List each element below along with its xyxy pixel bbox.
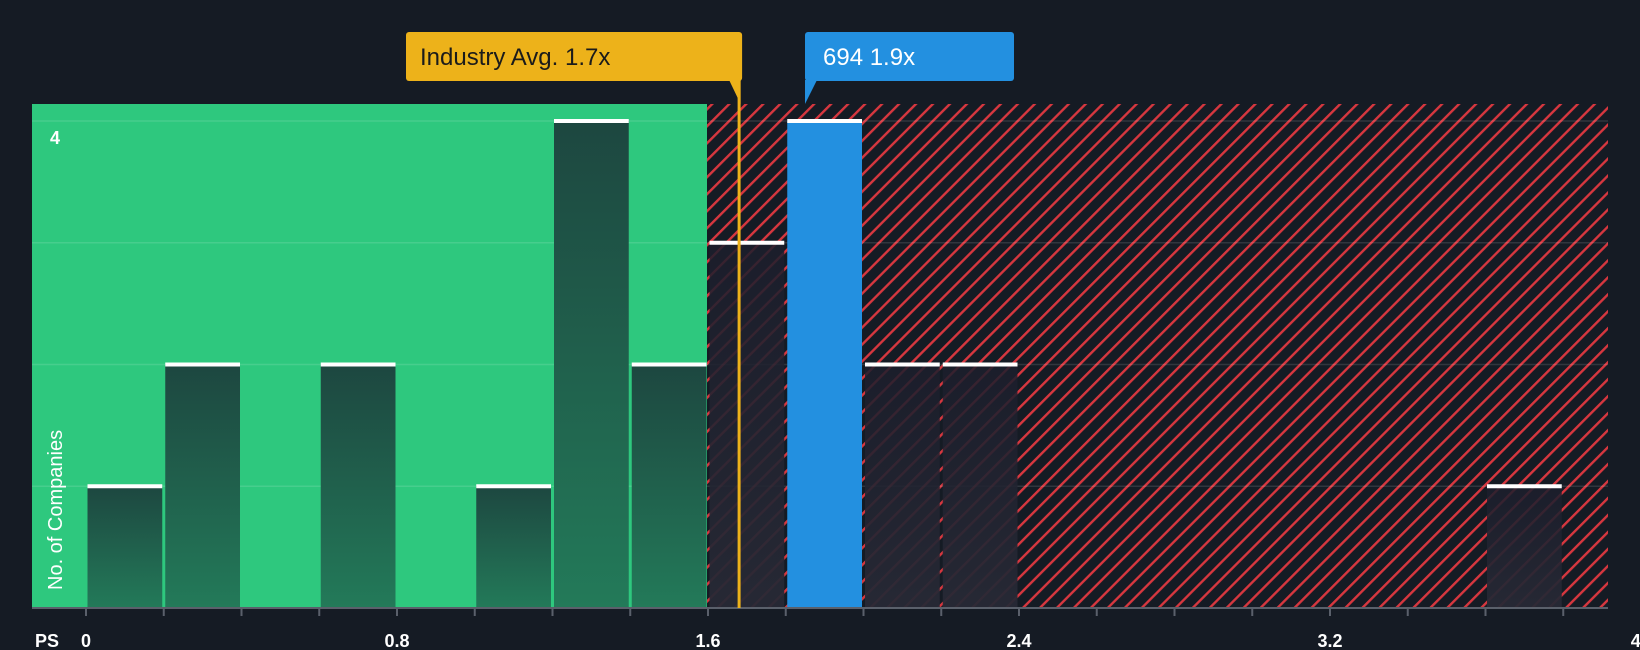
bar-cap bbox=[87, 484, 163, 489]
company-bar bbox=[787, 121, 862, 608]
x-tick-label: 0.8 bbox=[384, 631, 409, 650]
x-tick-label: 3.2 bbox=[1317, 631, 1342, 650]
histogram-bar bbox=[631, 364, 707, 608]
histogram-bar bbox=[865, 364, 940, 608]
x-tick-label: 4+ bbox=[1631, 631, 1640, 650]
bar-cap bbox=[942, 362, 1018, 367]
bar-cap bbox=[1487, 484, 1562, 489]
industry-avg-pointer bbox=[729, 80, 741, 104]
histogram-bar bbox=[87, 486, 163, 608]
company-callout bbox=[805, 32, 1014, 81]
company-pointer bbox=[805, 80, 817, 104]
bar-cap bbox=[320, 362, 396, 367]
bar-cap bbox=[476, 484, 551, 489]
company-label: 694 1.9x bbox=[823, 44, 915, 71]
bar-cap bbox=[631, 362, 707, 367]
bar-cap bbox=[787, 119, 862, 123]
histogram-bar bbox=[476, 486, 551, 608]
x-axis-label: PS bbox=[35, 631, 59, 650]
histogram-bar bbox=[942, 364, 1018, 608]
x-tick-label: 2.4 bbox=[1006, 631, 1031, 650]
histogram-bar bbox=[554, 121, 629, 608]
y-axis-label: No. of Companies bbox=[45, 430, 67, 590]
y-tick-label: 4 bbox=[50, 128, 60, 148]
bar-cap bbox=[554, 119, 629, 123]
histogram-bar bbox=[1487, 486, 1562, 608]
x-tick-label: 1.6 bbox=[695, 631, 720, 650]
bar-cap bbox=[165, 362, 240, 367]
industry-avg-label: Industry Avg. 1.7x bbox=[420, 44, 610, 71]
industry-avg-callout bbox=[406, 32, 743, 81]
bar-cap bbox=[865, 362, 940, 367]
bar-cap bbox=[709, 240, 785, 245]
x-tick-label: 0 bbox=[81, 631, 91, 650]
histogram-bar bbox=[320, 364, 396, 608]
histogram-bar bbox=[709, 242, 785, 608]
histogram-bar bbox=[165, 364, 240, 608]
